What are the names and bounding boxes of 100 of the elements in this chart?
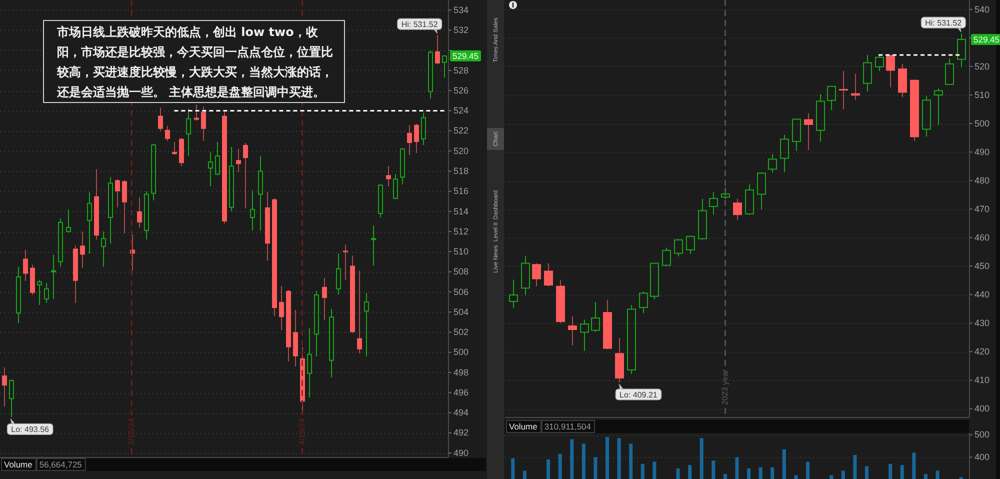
candlestick [215,141,220,176]
x-tick-label: 3/15/24 [127,418,136,445]
candlestick [51,254,56,300]
candlestick [137,196,142,228]
y-tick-label: 510 [454,246,469,257]
candlestick [329,308,334,378]
y-tick-label: 516 [454,186,469,196]
y-tick-label: 534 [454,4,469,15]
candlestick [165,125,170,142]
y-tick-label: 514 [454,206,469,216]
candlestick [568,316,577,346]
candlestick [386,166,391,187]
candlestick [532,262,541,287]
annotation: 市场日线上跌破昨天的低点，创出 low two，收阳，市场还是比较强，今天买回一点点仓位，位置比较高，买进速度比较慢，大跌大买，当然大涨的话，还是会适当抛一些。 主体思想是盘整回调中买进。 [43,20,345,103]
y-tick-label: 540 [974,4,990,14]
candlestick [343,244,348,280]
text: 310,911,504 [544,422,592,432]
candlestick [258,156,263,232]
candlestick [371,224,376,266]
candlestick [357,270,362,354]
y-tick-label: 500 [454,347,469,358]
y-tick-label: 508 [454,266,469,277]
candlestick [101,231,106,268]
y-tick-label: 494 [454,408,469,418]
annotation: Hi: 531.52 [925,18,962,28]
candlestick [314,290,319,357]
y-tick-label: 522 [454,126,469,136]
candlestick [414,123,419,154]
candlestick [922,96,931,138]
annotation: Lo: 493.56 [11,424,50,434]
text: Volume [4,460,33,470]
y-tick-label: 520 [454,146,469,156]
y-tick-label: 500 [974,430,990,440]
y-tick-label: 400 [974,404,990,414]
candlestick [37,279,42,306]
y-tick-label: 500 [974,118,990,128]
y-tick-label: 490 [974,146,990,157]
candlestick [435,34,440,65]
y-tick-label: 524 [454,106,469,116]
candlestick [780,134,789,173]
candlestick [863,54,872,92]
text: 529.45 [452,50,479,61]
candlestick [250,190,255,232]
x-tick-label: 2023 year [720,369,730,405]
y-tick-label: 470 [974,204,990,214]
candlestick [307,328,312,398]
candlestick [521,255,530,296]
y-tick-label: 528 [454,65,469,76]
candlestick [442,55,447,78]
annotation: Lo: 409.21 [620,390,658,400]
candlestick [144,190,149,240]
candlestick [115,178,120,208]
y-tick-label: 460 [974,232,990,242]
candlestick [2,366,7,408]
candlestick [122,180,127,234]
candlestick [580,319,589,352]
candlestick [58,218,63,268]
y-tick-label: 410 [974,375,990,386]
candlestick [591,302,600,333]
candlestick [322,277,327,321]
candlestick [407,124,412,156]
candlestick [827,86,836,111]
candlestick [934,88,943,126]
candlestick [108,176,113,244]
y-tick-label: 504 [454,306,469,317]
y-tick-label: 526 [454,85,469,96]
candlestick [66,208,71,234]
candlestick [804,112,813,151]
candlestick [428,50,433,100]
y-tick-label: 492 [454,428,469,438]
candlestick [236,148,241,173]
candlestick [208,152,213,187]
candlestick [792,118,801,152]
candlestick [229,146,234,212]
y-tick-label: 532 [454,25,469,36]
text: 56,664,725 [39,460,82,470]
candlestick [279,285,284,331]
candlestick [23,249,28,282]
y-tick-label: 510 [974,90,990,100]
candlestick [243,142,248,209]
candlestick [9,378,14,418]
candlestick [87,192,92,254]
y-tick-label: 490 [454,448,469,458]
candlestick [421,112,426,146]
y-tick-label: 440 [974,290,990,300]
y-tick-label: 420 [974,346,990,357]
candlestick [816,94,825,142]
y-tick-label: 498 [454,367,469,378]
candlestick [194,104,199,122]
candlestick [158,107,163,132]
chart-title: Volume [509,422,538,432]
candlestick [886,54,895,88]
y-tick-label: 450 [974,260,990,271]
candlestick [186,108,191,157]
annotation: Hi: 531.52 [401,20,438,29]
candlestick [16,266,21,324]
y-tick-label: 518 [454,166,469,176]
y-tick-label: 512 [454,226,469,236]
candlestick [172,141,177,156]
candlestick [364,292,369,357]
